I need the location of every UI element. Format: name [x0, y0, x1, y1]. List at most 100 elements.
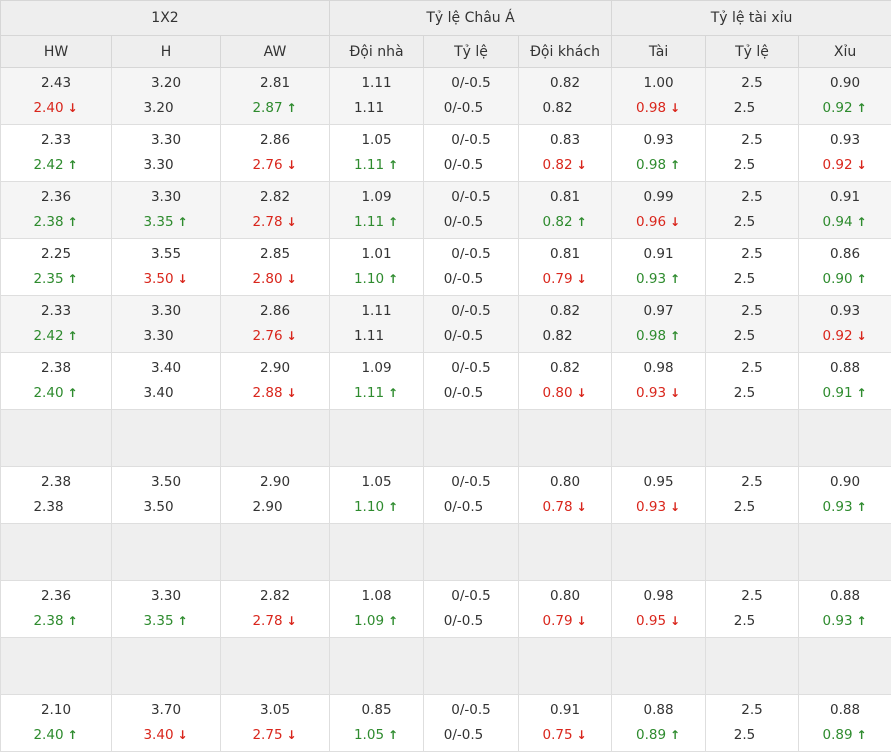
- opening-odds-value: 0/-0.5: [424, 698, 518, 723]
- odds-cell-under: [799, 410, 891, 467]
- opening-odds-value: 1.08: [330, 584, 423, 609]
- opening-odds-value: 3.40: [112, 356, 220, 381]
- current-odds-line: 0.92↓: [799, 153, 891, 178]
- odds-cell-aw: [221, 638, 330, 695]
- opening-odds-value: 2.82: [221, 185, 329, 210]
- odds-cell-handicap: 0/-0.50/-0.5↑: [424, 182, 519, 239]
- arrow-down-icon: ↓: [669, 609, 681, 634]
- arrow-up-icon: ↑: [856, 723, 868, 748]
- odds-cell-hw: 2.382.38↑: [1, 467, 112, 524]
- odds-cell-h: 3.203.20↑: [112, 68, 221, 125]
- current-odds-line: 2.75↓: [221, 723, 329, 748]
- current-odds-line: 2.76↓: [221, 324, 329, 349]
- current-odds-line: 0.93↑: [799, 495, 891, 520]
- current-odds-value: 2.5: [734, 499, 755, 515]
- current-odds-line: 3.30↑: [112, 324, 220, 349]
- current-odds-line: 2.5↑: [706, 210, 798, 235]
- odds-cell-goal-line: 2.52.5↑: [706, 296, 799, 353]
- current-odds-value: 0.82: [542, 214, 572, 230]
- current-odds-value: 2.90: [252, 499, 282, 515]
- current-odds-line: 0.80↓: [519, 381, 611, 406]
- current-odds-value: 1.09: [354, 613, 384, 629]
- current-odds-line: 2.88↓: [221, 381, 329, 406]
- odds-cell-goal-line: 2.52.5↑: [706, 695, 799, 752]
- group-header-1x2: 1X2: [1, 1, 330, 36]
- current-odds-line: 2.40↑: [1, 723, 111, 748]
- arrow-down-icon: ↓: [286, 153, 298, 178]
- opening-odds-value: 2.38: [1, 470, 111, 495]
- opening-odds-value: 0.93: [799, 128, 891, 153]
- arrow-up-icon: ↑: [67, 381, 79, 406]
- column-header-goal-line: Tỷ lệ: [706, 36, 799, 68]
- opening-odds-value: 2.5: [706, 698, 798, 723]
- opening-odds-value: 0.82: [519, 356, 611, 381]
- current-odds-value: 2.42: [33, 157, 63, 173]
- odds-cell-goal-line: 2.52.5↑: [706, 68, 799, 125]
- current-odds-line: 0.78↓: [519, 495, 611, 520]
- current-odds-value: 0.90: [823, 271, 853, 287]
- odds-cell-hw: [1, 410, 112, 467]
- odds-cell-goal-line: [706, 524, 799, 581]
- current-odds-value: 2.5: [734, 100, 755, 116]
- column-header-row: HW H AW Đội nhà Tỷ lệ Đội khách Tài Tỷ l…: [1, 36, 891, 68]
- current-odds-value: 0.92: [823, 328, 853, 344]
- opening-odds-value: 2.90: [221, 470, 329, 495]
- current-odds-value: 0.94: [823, 214, 853, 230]
- current-odds-value: 0.95: [636, 613, 666, 629]
- arrow-up-icon: ↑: [286, 96, 298, 121]
- current-odds-value: 2.76: [252, 328, 282, 344]
- column-header-over: Tài: [612, 36, 706, 68]
- current-odds-line: 0/-0.5↑: [424, 210, 518, 235]
- current-odds-line: 1.11↑: [330, 96, 423, 121]
- arrow-up-icon: ↑: [387, 153, 399, 178]
- opening-odds-value: 2.5: [706, 299, 798, 324]
- current-odds-value: 1.11: [354, 328, 384, 344]
- current-odds-value: 2.88: [252, 385, 282, 401]
- opening-odds-value: 3.30: [112, 299, 220, 324]
- empty-row: [1, 638, 891, 695]
- odds-cell-home-team: [330, 524, 424, 581]
- opening-odds-value: 0.88: [799, 584, 891, 609]
- current-odds-line: 2.76↓: [221, 153, 329, 178]
- current-odds-value: 0.91: [823, 385, 853, 401]
- arrow-up-icon: ↑: [67, 210, 79, 235]
- opening-odds-value: 0.97: [612, 299, 705, 324]
- odds-cell-home-team: 1.111.11↑: [330, 296, 424, 353]
- current-odds-line: 0.98↑: [612, 153, 705, 178]
- odds-cell-goal-line: [706, 410, 799, 467]
- group-header-over-under: Tỷ lệ tài xỉu: [612, 1, 891, 36]
- arrow-up-icon: ↑: [67, 609, 79, 634]
- arrow-down-icon: ↓: [669, 96, 681, 121]
- current-odds-value: 2.5: [734, 214, 755, 230]
- current-odds-line: 0.95↓: [612, 609, 705, 634]
- current-odds-line: 1.09↑: [330, 609, 423, 634]
- opening-odds-value: 2.5: [706, 470, 798, 495]
- current-odds-line: 2.80↓: [221, 267, 329, 292]
- odds-cell-handicap: 0/-0.50/-0.5↑: [424, 467, 519, 524]
- current-odds-value: 0.93: [636, 385, 666, 401]
- opening-odds-value: 3.20: [112, 71, 220, 96]
- current-odds-value: 0.79: [542, 271, 572, 287]
- current-odds-value: 0.93: [823, 613, 853, 629]
- opening-odds-value: 2.5: [706, 242, 798, 267]
- odds-cell-home-team: [330, 410, 424, 467]
- current-odds-line: 0.93↓: [612, 381, 705, 406]
- current-odds-value: 0/-0.5: [444, 613, 483, 629]
- current-odds-value: 3.30: [143, 157, 173, 173]
